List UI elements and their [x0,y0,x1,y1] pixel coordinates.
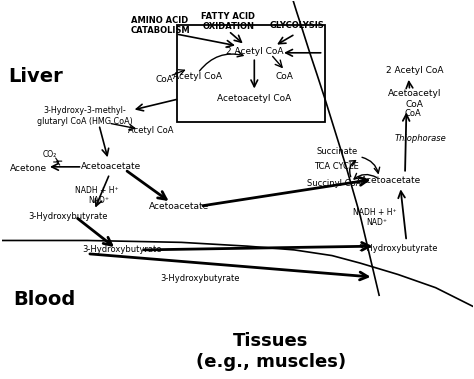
Text: FATTY ACID
OXIDATION: FATTY ACID OXIDATION [201,12,255,31]
Text: Acetoacetyl CoA: Acetoacetyl CoA [217,94,292,103]
Text: Acetoacetate: Acetoacetate [81,162,141,171]
Text: Succinyl CoA: Succinyl CoA [307,179,362,188]
Text: 3-Hydroxy-3-methyl-
glutaryl CoA (HMG CoA): 3-Hydroxy-3-methyl- glutaryl CoA (HMG Co… [37,106,133,125]
Text: TCA CYCLE: TCA CYCLE [314,162,359,171]
Text: NADH + H⁺: NADH + H⁺ [75,186,118,195]
Text: NAD⁺: NAD⁺ [88,196,109,205]
Text: Succinate: Succinate [316,147,357,156]
Text: Acetyl CoA: Acetyl CoA [128,127,173,135]
Text: Acetoacetate: Acetoacetate [361,175,421,185]
Text: Liver: Liver [8,67,63,86]
Text: NADH + H⁺: NADH + H⁺ [353,208,396,217]
Text: Acetyl CoA: Acetyl CoA [173,72,222,81]
Text: 3-Hydroxybutyrate: 3-Hydroxybutyrate [82,246,162,254]
Text: CoA: CoA [405,110,421,119]
Text: Acetone: Acetone [9,164,47,173]
Text: Blood: Blood [14,290,76,309]
Text: 3-Hydroxybutyrate: 3-Hydroxybutyrate [28,212,108,221]
Text: Acetoacetate: Acetoacetate [149,202,209,211]
Text: NAD⁺: NAD⁺ [366,218,387,227]
Text: 3-Hydroxybutyrate: 3-Hydroxybutyrate [160,274,240,283]
Text: 2 Acetyl CoA: 2 Acetyl CoA [226,47,283,56]
Text: 2 Acetyl CoA: 2 Acetyl CoA [386,66,443,75]
Text: Tissues
(e.g., muscles): Tissues (e.g., muscles) [196,332,346,371]
FancyBboxPatch shape [177,25,325,122]
Text: GLYCOLYSIS: GLYCOLYSIS [269,21,324,30]
Text: Acetoacetyl
CoA: Acetoacetyl CoA [388,89,441,108]
Text: CoA: CoA [276,72,294,81]
Text: AMINO ACID
CATABOLISM: AMINO ACID CATABOLISM [130,16,190,35]
Text: CoA: CoA [156,75,174,85]
Text: 3-Hydroxybutyrate: 3-Hydroxybutyrate [358,244,438,252]
Text: Thiophorase: Thiophorase [395,134,447,143]
Text: CO₂: CO₂ [42,150,56,159]
